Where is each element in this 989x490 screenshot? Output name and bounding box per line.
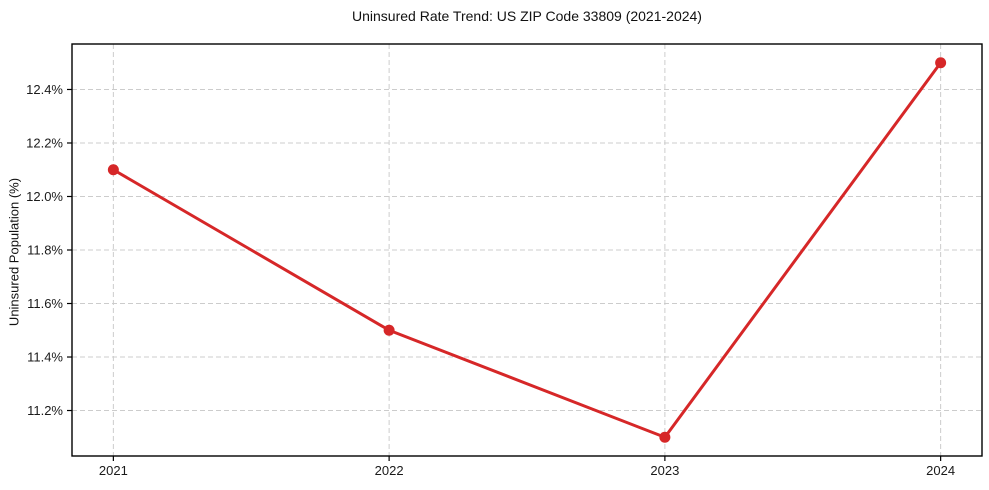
y-tick-label: 12.0% [26, 189, 63, 204]
trend-line [111, 61, 943, 439]
chart-title: Uninsured Rate Trend: US ZIP Code 33809 … [352, 8, 702, 24]
x-tick-label: 2021 [99, 463, 128, 478]
x-tick-label: 2024 [926, 463, 955, 478]
y-tick-label: 11.8% [27, 243, 63, 258]
data-point-marker [107, 164, 119, 176]
y-tick-label: 12.2% [26, 135, 63, 150]
y-tick-label: 12.4% [26, 82, 63, 97]
data-point-marker [383, 324, 395, 336]
y-tick-label: 11.6% [27, 296, 63, 311]
x-tick-label: 2022 [375, 463, 404, 478]
data-point-marker [935, 57, 947, 69]
data-point-marker [659, 431, 671, 443]
x-tick-label: 2023 [650, 463, 679, 478]
y-tick-label: 11.4% [27, 350, 63, 365]
y-tick-label: 11.2% [27, 403, 63, 418]
